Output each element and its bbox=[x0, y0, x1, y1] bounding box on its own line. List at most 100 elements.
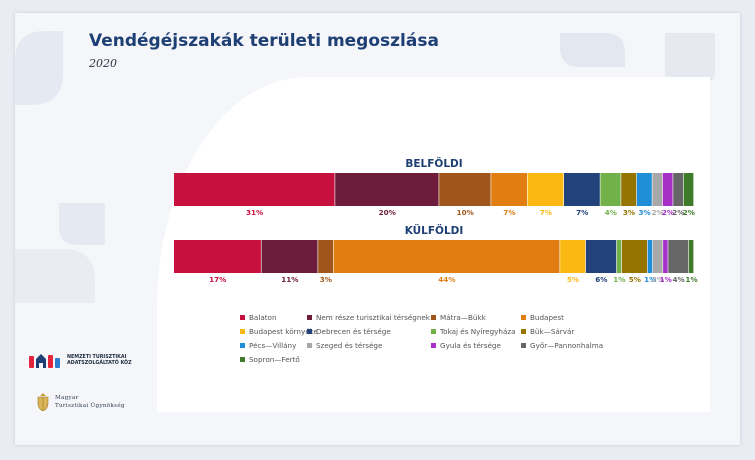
data-label-belfoldi-matra-bukk: 10% bbox=[457, 208, 474, 217]
data-label-kulfoldi-pecs-villany: 1% bbox=[644, 275, 656, 284]
legend-swatch bbox=[240, 329, 245, 334]
legend-label: Nem része turisztikai térségnek bbox=[316, 313, 430, 322]
bar-kulfoldi-budapest-kornyeke bbox=[560, 240, 586, 273]
legend-label: Gyula és térsége bbox=[440, 341, 501, 350]
legend-swatch bbox=[307, 343, 312, 348]
chart-title: Vendégéjszakák területi megoszlása bbox=[89, 31, 439, 51]
legend-item-budapest-kornyeke: Budapest környéke bbox=[240, 327, 318, 336]
legend-label: Mátra—Bükk bbox=[440, 313, 486, 322]
legend-swatch bbox=[240, 343, 245, 348]
legend-label: Balaton bbox=[249, 313, 277, 322]
legend-item-matra-bukk: Mátra—Bükk bbox=[431, 313, 521, 322]
decor-shape-right bbox=[665, 33, 715, 83]
decor-shape-bottom-left bbox=[15, 249, 95, 303]
bar-belfoldi-sopron-ferto bbox=[683, 173, 694, 206]
legend-item-debrecen-es-tersege: Debrecen és térsége bbox=[307, 327, 431, 336]
decor-shapes bbox=[15, 31, 715, 303]
data-label-belfoldi-nem-resze-turisztikai-tersegnek: 20% bbox=[379, 208, 396, 217]
legend-item-tokaj-es-nyiregyhaza: Tokaj és Nyíregyháza bbox=[431, 327, 521, 336]
legend-label: Budapest környéke bbox=[249, 327, 318, 336]
data-label-kulfoldi-sopron-ferto: 1% bbox=[685, 275, 697, 284]
bar-belfoldi-buk-sarvar bbox=[621, 173, 637, 206]
legend-swatch bbox=[307, 329, 312, 334]
bar-kulfoldi-sopron-ferto bbox=[688, 240, 694, 273]
decor-shape-top-left bbox=[15, 31, 63, 105]
mtu-logo-line2: Turisztikai Ügynökség bbox=[55, 403, 125, 409]
legend-item-balaton: Balaton bbox=[240, 313, 307, 322]
legend-label: Bük—Sárvár bbox=[530, 327, 575, 336]
ntak-logo-icon bbox=[29, 354, 60, 368]
legend-label: Szeged és térsége bbox=[316, 341, 383, 350]
data-label-kulfoldi-budapest: 44% bbox=[438, 275, 455, 284]
bar-kulfoldi-nem-resze-turisztikai-tersegnek bbox=[261, 240, 318, 273]
legend-item-gyula-es-tersege: Gyula és térsége bbox=[431, 341, 521, 350]
legend-swatch bbox=[431, 329, 436, 334]
data-label-kulfoldi-gyor-pannonhalma: 4% bbox=[672, 275, 684, 284]
bar-kulfoldi-tokaj-es-nyiregyhaza bbox=[616, 240, 622, 273]
data-label-kulfoldi-szeged-es-tersege: 2% bbox=[652, 275, 664, 284]
bar-belfoldi-pecs-villany bbox=[636, 173, 652, 206]
legend-swatch bbox=[521, 343, 526, 348]
category-label-belfoldi: BELFÖLDI bbox=[405, 156, 462, 170]
data-label-belfoldi-budapest: 7% bbox=[503, 208, 515, 217]
data-label-belfoldi-gyor-pannonhalma: 2% bbox=[672, 208, 684, 217]
bar-kulfoldi-pecs-villany bbox=[647, 240, 653, 273]
legend-item-pecs-villany: Pécs—Villány bbox=[240, 341, 307, 350]
bar-belfoldi-balaton bbox=[174, 173, 335, 206]
bar-kulfoldi-gyula-es-tersege bbox=[663, 240, 668, 273]
data-label-belfoldi-pecs-villany: 3% bbox=[638, 208, 650, 217]
legend-label: Sopron—Fertő bbox=[249, 355, 300, 364]
legend-item-gyor-pannonhalma: Győr—Pannonhalma bbox=[521, 341, 681, 350]
bar-belfoldi-szeged-es-tersege bbox=[652, 173, 663, 206]
legend-label: Debrecen és térsége bbox=[316, 327, 391, 336]
bar-belfoldi-matra-bukk bbox=[439, 173, 491, 206]
bar-belfoldi-budapest bbox=[491, 173, 527, 206]
legend-item-budapest: Budapest bbox=[521, 313, 681, 322]
data-label-kulfoldi-debrecen-es-tersege: 6% bbox=[595, 275, 607, 284]
decor-shape-top-right bbox=[560, 33, 625, 67]
data-label-kulfoldi-matra-bukk: 3% bbox=[320, 275, 332, 284]
ntak-logo: NEMZETI TURISZTIKAI ADATSZOLGÁLTATÓ KÖZ bbox=[29, 353, 132, 369]
legend-swatch bbox=[240, 315, 245, 320]
data-label-belfoldi-debrecen-es-tersege: 7% bbox=[576, 208, 588, 217]
legend-label: Győr—Pannonhalma bbox=[530, 341, 604, 350]
legend-label: Pécs—Villány bbox=[249, 341, 297, 350]
bar-belfoldi-gyula-es-tersege bbox=[662, 173, 673, 206]
legend-item-buk-sarvar: Bük—Sárvár bbox=[521, 327, 681, 336]
data-label-kulfoldi-gyula-es-tersege: 1% bbox=[660, 275, 672, 284]
data-label-kulfoldi-balaton: 17% bbox=[209, 275, 226, 284]
legend-label: Tokaj és Nyíregyháza bbox=[440, 327, 516, 336]
bar-kulfoldi-budapest bbox=[333, 240, 560, 273]
ntak-logo-line2: ADATSZOLGÁLTATÓ KÖZ bbox=[67, 361, 132, 366]
legend-swatch bbox=[521, 315, 526, 320]
category-label-kulfoldi: KÜLFÖLDI bbox=[405, 223, 464, 237]
data-label-kulfoldi-tokaj-es-nyiregyhaza: 1% bbox=[613, 275, 625, 284]
legend-item-sopron-ferto: Sopron—Fertő bbox=[240, 355, 307, 364]
crest-icon bbox=[37, 393, 49, 411]
data-label-kulfoldi-nem-resze-turisztikai-tersegnek: 11% bbox=[281, 275, 298, 284]
data-label-kulfoldi-budapest-kornyeke: 5% bbox=[567, 275, 579, 284]
bar-kulfoldi-balaton bbox=[174, 240, 261, 273]
bar-belfoldi-gyor-pannonhalma bbox=[673, 173, 683, 206]
slide: Vendégéjszakák területi megoszlása 2020 … bbox=[15, 13, 740, 445]
bar-kulfoldi-debrecen-es-tersege bbox=[585, 240, 617, 273]
bar-belfoldi-budapest-kornyeke bbox=[527, 173, 564, 206]
legend-item-szeged-es-tersege: Szeged és térsége bbox=[307, 341, 431, 350]
data-label-belfoldi-tokaj-es-nyiregyhaza: 4% bbox=[605, 208, 617, 217]
legend-swatch bbox=[431, 343, 436, 348]
ntak-logo-line1: NEMZETI TURISZTIKAI bbox=[67, 355, 127, 360]
mtu-logo: Magyar Turisztikai Ügynökség bbox=[37, 393, 125, 411]
data-label-belfoldi-balaton: 31% bbox=[246, 208, 263, 217]
bar-belfoldi-nem-resze-turisztikai-tersegnek bbox=[335, 173, 439, 206]
data-label-belfoldi-szeged-es-tersege: 2% bbox=[651, 208, 663, 217]
legend-label: Budapest bbox=[530, 313, 565, 322]
bar-kulfoldi-matra-bukk bbox=[318, 240, 334, 273]
data-label-belfoldi-sopron-ferto: 2% bbox=[683, 208, 695, 217]
bar-kulfoldi-gyor-pannonhalma bbox=[668, 240, 689, 273]
data-label-belfoldi-buk-sarvar: 3% bbox=[623, 208, 635, 217]
chart-legend: Balaton Nem része turisztikai térségnek Má… bbox=[240, 313, 690, 364]
legend-item-nem-resze-turisztikai-tersegnek: Nem része turisztikai térségnek bbox=[307, 313, 431, 322]
decor-shape-left-mid bbox=[59, 203, 105, 245]
data-label-kulfoldi-buk-sarvar: 5% bbox=[629, 275, 641, 284]
